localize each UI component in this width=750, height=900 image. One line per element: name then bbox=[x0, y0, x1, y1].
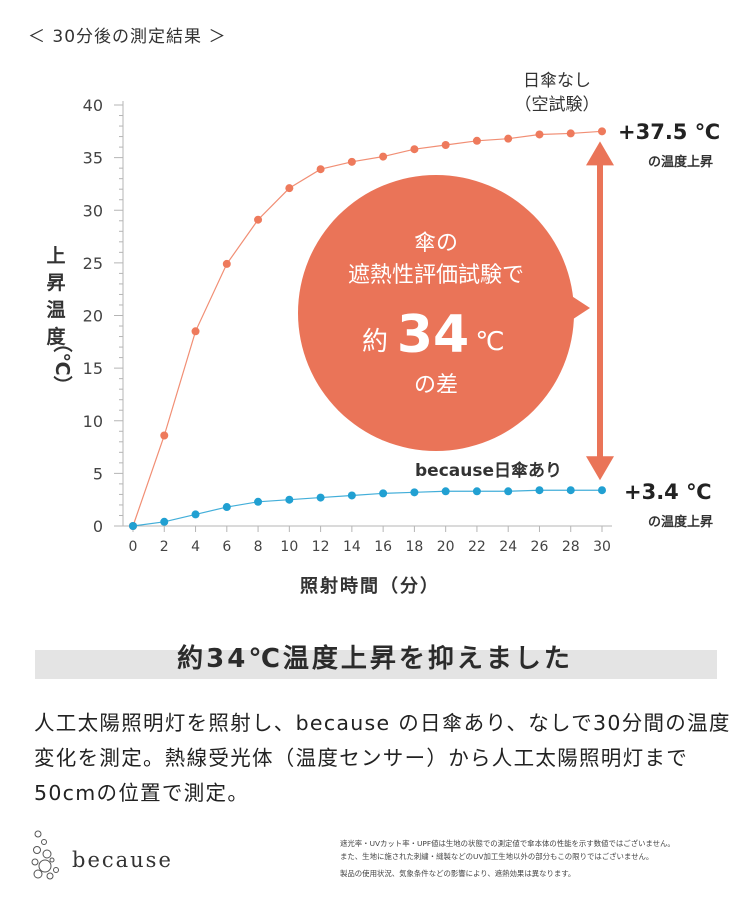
x-tick-label: 30 bbox=[593, 539, 611, 555]
data-point bbox=[598, 486, 606, 495]
data-point bbox=[379, 152, 388, 161]
data-point bbox=[472, 136, 481, 145]
y-tick-label: 5 bbox=[93, 464, 103, 483]
data-point bbox=[504, 134, 513, 143]
summary-band bbox=[35, 650, 717, 679]
data-point bbox=[441, 487, 450, 496]
y-tick-label: 35 bbox=[83, 149, 103, 168]
data-point bbox=[379, 489, 388, 498]
callout-line1: 傘の bbox=[414, 231, 458, 256]
data-point bbox=[566, 129, 575, 138]
arrow-head-up-icon bbox=[586, 141, 614, 166]
x-tick-label: 8 bbox=[254, 539, 263, 555]
data-point bbox=[316, 493, 325, 502]
x-axis-title: 照射時間（分） bbox=[300, 575, 440, 597]
difference-arrow bbox=[586, 141, 614, 481]
y-tick-label: 10 bbox=[83, 412, 103, 431]
section-header: ＜ 30分後の測定結果 ＞ bbox=[28, 27, 227, 47]
data-point bbox=[254, 497, 263, 506]
footnote: 製品の使用状況、気象条件などの影響により、遮熱効果は異なります。 bbox=[340, 869, 576, 878]
summary-heading: 約34℃温度上昇を抑えました bbox=[177, 644, 573, 674]
x-tick-label: 28 bbox=[562, 539, 580, 555]
x-tick-label: 18 bbox=[405, 539, 423, 555]
y-ticks: 0 5 10 15 20 25 30 35 40 bbox=[83, 96, 123, 536]
data-point bbox=[535, 486, 544, 495]
x-tick-label: 10 bbox=[280, 539, 298, 555]
end-note-no-umbrella: の温度上昇 bbox=[648, 154, 713, 170]
arrow-head-down-icon bbox=[586, 456, 614, 481]
callout-line2: 遮熱性評価試験で bbox=[348, 263, 524, 288]
callout-circle bbox=[298, 175, 574, 451]
x-tick-label: 6 bbox=[222, 539, 231, 555]
series-line-0 bbox=[132, 130, 603, 527]
y-tick-label: 25 bbox=[83, 254, 103, 273]
x-tick-label: 16 bbox=[374, 539, 392, 555]
data-point bbox=[598, 127, 606, 136]
data-point bbox=[410, 145, 419, 154]
series-label-no-umbrella: 日傘なし bbox=[523, 71, 591, 91]
series-line-1 bbox=[132, 489, 602, 527]
data-point bbox=[535, 130, 544, 139]
x-tick-label: 24 bbox=[499, 539, 517, 555]
end-note-because: の温度上昇 bbox=[648, 514, 713, 530]
callout-prefix: 約 bbox=[362, 327, 388, 357]
y-axis-title-char: 上 bbox=[46, 245, 65, 267]
footnote: また、生地に施された刺繍・縫製などのUV加工生地以外の部分もこの限りではございま… bbox=[340, 851, 654, 861]
x-tick-label: 14 bbox=[343, 539, 361, 555]
y-axis-title-char: 度 bbox=[46, 325, 66, 348]
series-label-because: because日傘あり bbox=[415, 460, 562, 481]
chart-axes bbox=[122, 101, 612, 527]
y-axis-title-char: 昇 bbox=[46, 272, 65, 294]
y-tick-label: 0 bbox=[93, 517, 103, 536]
data-point bbox=[129, 522, 137, 530]
y-axis-title-char: 温 bbox=[46, 299, 65, 321]
data-point bbox=[472, 487, 481, 496]
end-value-because: +3.4 ℃ bbox=[624, 480, 712, 504]
y-tick-label: 15 bbox=[83, 359, 103, 378]
data-point bbox=[347, 157, 356, 166]
data-point bbox=[566, 486, 575, 495]
x-tick-label: 0 bbox=[129, 539, 138, 555]
data-point bbox=[222, 259, 231, 268]
x-tick-label: 4 bbox=[191, 539, 200, 555]
x-tick-label: 22 bbox=[468, 539, 486, 555]
series-layer bbox=[129, 127, 606, 530]
data-point bbox=[410, 488, 419, 497]
callout-pointer bbox=[564, 291, 590, 325]
footnote: 遮光率・UVカット率・UPF値は生地の状態での測定値で傘本体の性能を示す数値では… bbox=[340, 839, 675, 848]
y-tick-label: 20 bbox=[83, 307, 103, 326]
data-point bbox=[160, 517, 169, 526]
x-tick-label: 2 bbox=[160, 539, 169, 555]
y-tick-label: 40 bbox=[83, 96, 103, 115]
data-point bbox=[191, 327, 200, 336]
brand-logo-icon bbox=[31, 830, 59, 880]
data-point bbox=[191, 510, 200, 519]
data-point bbox=[254, 215, 263, 224]
data-point bbox=[441, 140, 450, 149]
y-axis-title-unit: （℃） bbox=[51, 333, 74, 394]
end-value-no-umbrella: +37.5 ℃ bbox=[618, 120, 720, 144]
callout-number: 34 bbox=[397, 305, 469, 365]
series-label-no-umbrella-sub: （空試験） bbox=[515, 95, 600, 115]
x-tick-label: 12 bbox=[312, 539, 330, 555]
data-point bbox=[222, 503, 231, 512]
y-tick-label: 30 bbox=[83, 201, 103, 220]
description: 人工太陽照明灯を照射し、because の日傘あり、なしで30分間の温度変化を測… bbox=[34, 711, 731, 805]
x-ticks: 0 2 4 6 8 10 12 14 16 18 20 22 24 26 28 30 bbox=[129, 526, 611, 555]
callout-unit: ℃ bbox=[475, 327, 504, 357]
data-point bbox=[285, 184, 294, 193]
footnotes: 遮光率・UVカット率・UPF値は生地の状態での測定値で傘本体の性能を示す数値では… bbox=[340, 838, 730, 881]
data-point bbox=[347, 491, 356, 500]
data-point bbox=[504, 487, 513, 496]
x-tick-label: 20 bbox=[437, 539, 455, 555]
data-point bbox=[160, 431, 169, 440]
brand-name: because bbox=[72, 848, 173, 872]
data-point bbox=[316, 165, 325, 174]
x-tick-label: 26 bbox=[531, 539, 549, 555]
data-point bbox=[285, 495, 294, 504]
callout-line4: の差 bbox=[414, 373, 458, 398]
